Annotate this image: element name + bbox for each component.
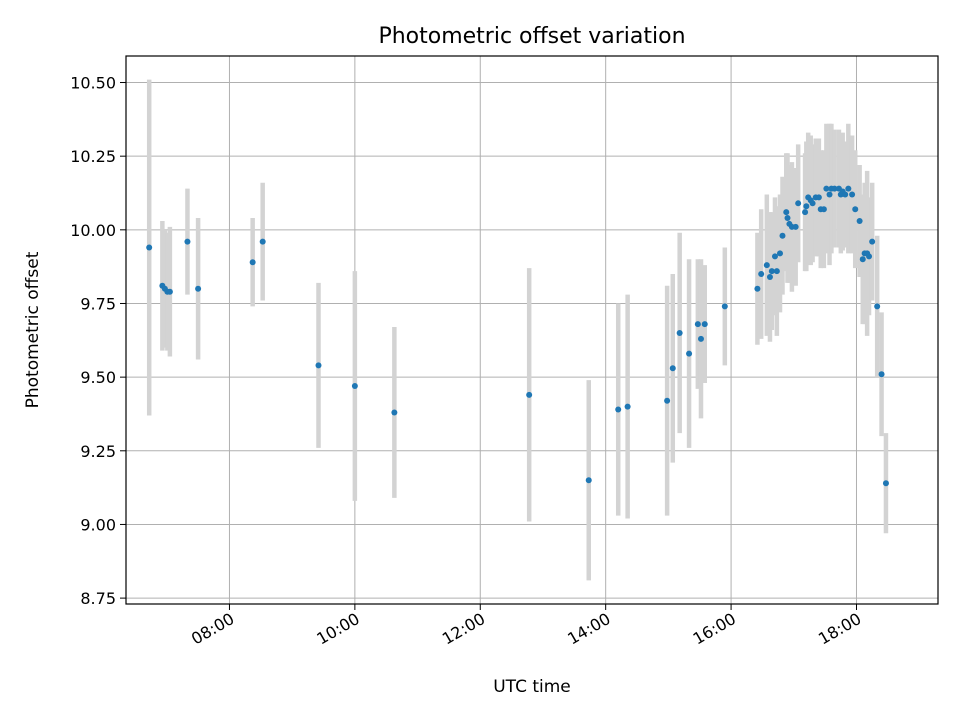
data-point [859,256,866,263]
y-tick-label: 9.75 [80,294,116,313]
data-point [259,238,266,245]
data-point [856,217,863,224]
y-tick-label: 9.50 [80,368,116,387]
data-point [878,371,885,378]
data-point [664,397,671,404]
data-point [758,271,765,278]
data-points [146,185,889,487]
data-point [315,362,322,369]
data-point [585,477,592,484]
data-point [842,191,849,198]
data-point [815,194,822,201]
plot-frame [125,55,939,605]
data-point [773,268,780,275]
data-point [783,209,790,216]
y-tick-label: 10.50 [70,74,116,93]
data-point [615,406,622,413]
data-point [351,382,358,389]
data-point [779,232,786,239]
data-point [831,185,838,192]
y-tick-label: 9.00 [80,515,116,534]
data-point [391,409,398,416]
data-point [823,185,830,192]
data-point [694,321,701,328]
y-axis-label: Photometric offset [23,251,43,408]
data-point [869,238,876,245]
data-point [184,238,191,245]
data-point [820,206,827,213]
data-point [754,285,761,292]
y-tick-label: 9.25 [80,442,116,461]
data-point [146,244,153,251]
data-point [676,329,683,336]
data-point [697,335,704,342]
data-point [826,191,833,198]
data-point [166,288,173,295]
data-point [771,253,778,260]
data-point [763,262,770,269]
data-point [701,321,708,328]
y-tick-label: 10.00 [70,221,116,240]
data-point [852,206,859,213]
data-point [802,209,809,216]
data-point [526,391,533,398]
data-point [809,200,816,207]
data-point [669,365,676,372]
chart-title: Photometric offset variation [378,24,685,49]
data-point [766,273,773,280]
x-axis-label: UTC time [493,677,571,697]
data-point [792,223,799,230]
data-point [803,203,810,210]
data-point [249,259,256,266]
y-axis-ticks: 8.75 9.00 9.25 9.50 9.75 10.00 10.25 10.50 [70,74,126,608]
data-point [721,303,728,310]
data-point [874,303,881,310]
data-point [776,250,783,257]
data-point [882,480,889,487]
y-tick-label: 10.25 [70,147,116,166]
y-tick-label: 8.75 [80,589,116,608]
data-point [195,285,202,292]
data-point [795,200,802,207]
grid [126,56,938,604]
data-point [768,268,775,275]
data-point [849,191,856,198]
data-point [784,215,791,222]
data-point [866,253,873,260]
data-point [624,403,631,410]
data-point [845,185,852,192]
data-point [686,350,693,357]
